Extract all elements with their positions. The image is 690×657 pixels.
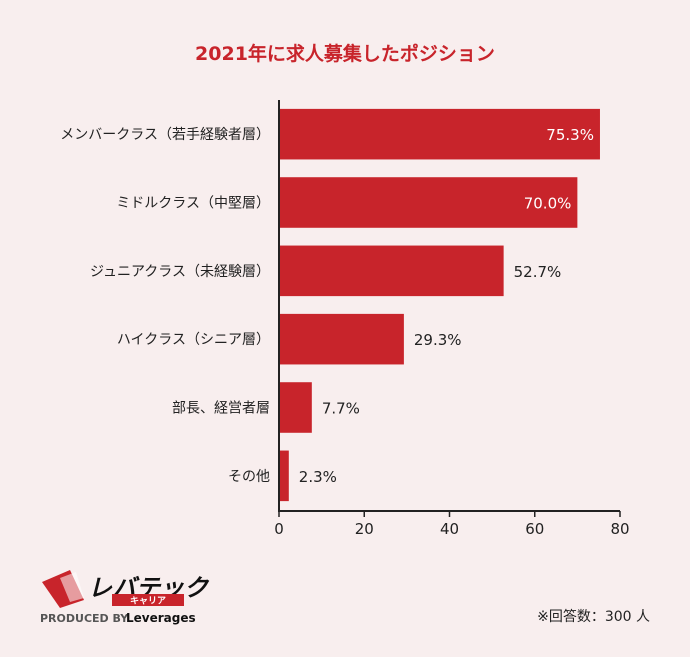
x-tick-label: 80 bbox=[610, 520, 629, 538]
value-label: 52.7% bbox=[514, 263, 562, 281]
bar bbox=[279, 450, 289, 502]
bar bbox=[279, 313, 404, 365]
leverages-logo: レバテック キャリア PRODUCED BY Leverages bbox=[40, 570, 210, 625]
bar bbox=[279, 382, 312, 433]
x-tick-label: 20 bbox=[355, 520, 374, 538]
value-labels: 75.3% 70.0% 52.7% 29.3% 7.7% 2.3% bbox=[299, 126, 594, 486]
value-label: 70.0% bbox=[524, 195, 572, 213]
x-axis: 0 20 40 60 80 bbox=[274, 100, 630, 538]
category-label: ジュニアクラス（未経験層） bbox=[90, 264, 270, 280]
category-label: ハイクラス（シニア層） bbox=[117, 332, 270, 348]
bar bbox=[279, 177, 578, 228]
logo-sub-text: キャリア bbox=[130, 596, 166, 607]
logo-credit-prefix: PRODUCED BY bbox=[40, 612, 129, 625]
bar bbox=[279, 245, 504, 297]
logo-sub-band bbox=[112, 594, 184, 606]
category-label: その他 bbox=[228, 469, 270, 485]
logo-check-highlight-icon bbox=[60, 572, 84, 602]
x-tick-label: 0 bbox=[274, 520, 284, 538]
x-tick-label: 40 bbox=[440, 520, 459, 538]
bars-layer bbox=[279, 108, 600, 502]
value-label: 7.7% bbox=[322, 400, 360, 418]
footnote: ※回答数：300 人 bbox=[537, 608, 650, 625]
logo-credit-brand: Leverages bbox=[126, 611, 196, 625]
value-label: 75.3% bbox=[546, 126, 594, 144]
category-label: ミドルクラス（中堅層） bbox=[116, 196, 270, 212]
value-label: 2.3% bbox=[299, 468, 337, 486]
bar bbox=[279, 108, 600, 160]
category-label: メンバークラス（若手経験者層） bbox=[60, 127, 270, 143]
category-labels: メンバークラス（若手経験者層） ミドルクラス（中堅層） ジュニアクラス（未経験層） ハ… bbox=[60, 127, 270, 485]
category-label: 部長、経営者層 bbox=[172, 401, 270, 417]
chart-title: 2021年に求人募集したポジション bbox=[195, 42, 495, 65]
x-tick-label: 60 bbox=[525, 520, 544, 538]
value-label: 29.3% bbox=[414, 331, 462, 349]
